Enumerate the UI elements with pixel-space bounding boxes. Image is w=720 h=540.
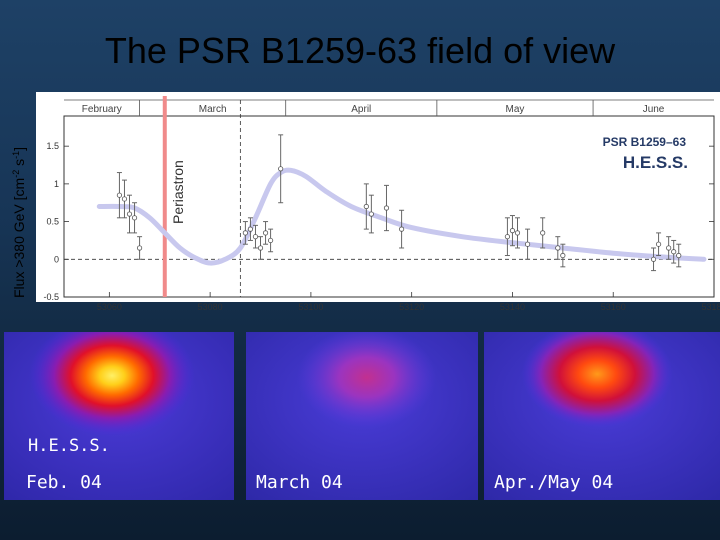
page-title: The PSR B1259-63 field of view [104,30,616,71]
y-axis-label-exp1: -2 [11,170,21,178]
data-point [262,230,269,236]
y-tick-label: 0 [54,254,59,264]
skymap-aprmay [484,332,720,500]
chart-background [36,92,720,302]
y-axis-label-end: ] [11,147,27,151]
y-tick-label: 0.5 [46,217,59,227]
y-tick-label: 1 [54,179,59,189]
data-point [514,230,521,236]
month-label: February [82,104,122,115]
plot-area: February March April May June Periastron -0.5 0… [43,96,720,312]
periastron-line [162,96,167,297]
data-point [540,230,546,236]
data-point [676,252,682,259]
panel-label-feb: Feb. 04 [26,472,102,493]
x-tick-label: 53120 [399,302,424,312]
data-point [398,226,405,232]
data-point [524,241,531,247]
data-point [267,237,274,244]
month-label: June [643,104,665,115]
legend-line1: PSR B1259–63 [603,135,687,149]
data-point [252,234,259,240]
x-tick-label: 53100 [298,302,323,312]
periastron-label: Periastron [170,160,186,224]
data-point [131,215,138,221]
data-point [666,245,672,251]
data-point [242,230,248,236]
skymap-feb [4,332,234,500]
panel-label-march: March 04 [256,472,343,493]
flux-chart: February March April May June Periastron -0.5 0… [36,92,720,312]
svg-text:Flux >380 GeV [cm-2 s-1]: Flux >380 GeV [cm-2 s-1] [11,147,27,298]
y-axis-label: Flux >380 GeV [cm-2 s-1] [11,147,27,298]
data-point [560,252,566,259]
x-tick-label: 53180 [701,302,720,312]
month-label: March [199,104,227,115]
data-point [650,256,657,262]
x-tick-label: 53160 [601,302,626,312]
data-point [121,196,128,202]
month-label: April [351,104,371,115]
data-point [655,241,662,247]
y-tick-label: -0.5 [43,292,59,302]
data-point [363,203,369,210]
month-label: May [506,104,525,115]
data-point [509,228,516,234]
skymap-march [246,332,478,500]
panel-label-aprmay: Apr./May 04 [494,472,614,493]
y-axis-label-exp2: -1 [11,151,21,159]
hess-label: H.E.S.S. [28,436,110,456]
x-tick-label: 53080 [198,302,223,312]
data-point [247,226,254,232]
data-point [555,245,561,251]
data-point [278,166,284,172]
y-axis-label-mid: s [11,159,27,170]
data-point [671,249,677,255]
data-point [383,205,390,211]
data-point [136,245,143,251]
y-axis-label-main: Flux >380 GeV [cm [11,178,27,298]
legend-line2: H.E.S.S. [623,153,688,172]
y-tick-label: 1.5 [46,141,59,151]
plot-frame [63,115,715,298]
x-tick-label: 53060 [97,302,122,312]
data-point [504,234,511,240]
data-point [116,192,123,198]
data-point [126,211,133,217]
data-point [368,211,374,217]
x-tick-label: 53140 [500,302,525,312]
data-point [257,245,264,251]
